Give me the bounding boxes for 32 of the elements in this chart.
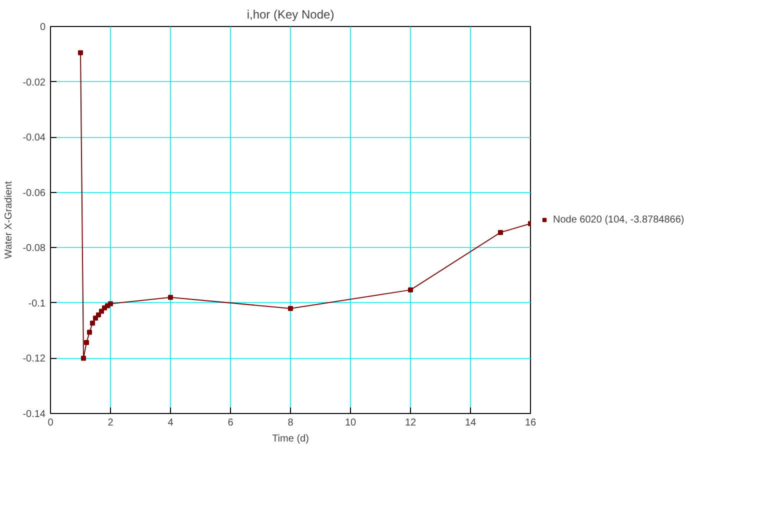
y-tick-label: 0 [40, 22, 46, 33]
point [408, 287, 413, 292]
x-tick-label: 16 [524, 418, 536, 428]
x-tick-label: 4 [168, 418, 174, 428]
y-axis-title: Water X-Gradient [4, 181, 15, 259]
point [87, 330, 92, 335]
y-tick-label: -0.08 [22, 243, 46, 254]
point [168, 294, 173, 300]
x-tick-label: 6 [228, 418, 234, 428]
x-tick-label: 2 [108, 418, 114, 428]
y-tick-label: -0.14 [22, 409, 46, 420]
legend-label: Node 6020 (104, -3.8784866) [553, 214, 684, 225]
point [81, 356, 86, 361]
x-tick-label: 14 [464, 418, 476, 428]
point [288, 306, 293, 311]
point [90, 320, 95, 326]
x-tick-label: 12 [404, 418, 416, 428]
point [84, 340, 89, 345]
y-tick-label: -0.12 [22, 354, 46, 365]
y-tick-label: -0.06 [22, 188, 46, 199]
point [96, 312, 101, 318]
y-tick-label: -0.04 [22, 132, 46, 144]
point [498, 230, 503, 235]
x-tick-label: 0 [48, 418, 54, 428]
x-tick-label: 8 [288, 418, 294, 428]
y-tick-label: -0.1 [28, 298, 46, 310]
x-tick-label: 10 [344, 418, 356, 428]
y-tick-label: -0.02 [22, 77, 46, 88]
point [78, 50, 83, 56]
point [108, 301, 113, 306]
x-axis-title: Time (d) [272, 434, 309, 444]
chart-title: i,hor (Key Node) [246, 8, 334, 22]
